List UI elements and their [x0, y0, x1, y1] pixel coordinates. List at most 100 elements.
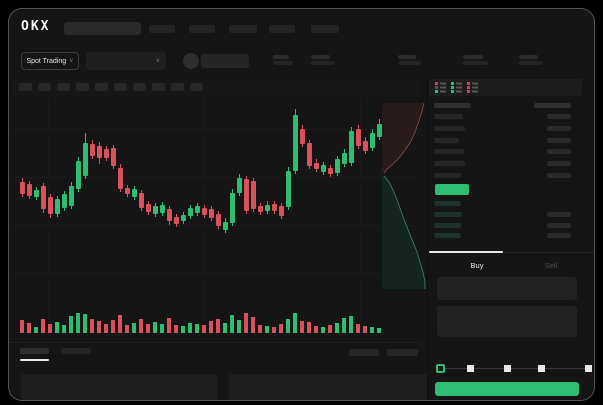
orderbook-bids-icon[interactable] [451, 82, 462, 93]
timeframe-button[interactable] [171, 83, 184, 91]
volume-bar [181, 326, 185, 333]
volume-bar [356, 324, 360, 333]
ask-amount-placeholder[interactable] [547, 126, 571, 131]
timeframe-button[interactable] [152, 83, 165, 91]
candle-body [160, 205, 165, 213]
candle-body [300, 129, 305, 144]
candle-body [237, 178, 242, 193]
nav-item[interactable] [189, 25, 215, 33]
volume-bar [188, 323, 192, 333]
volume-bar [286, 319, 290, 333]
candle-body [377, 124, 382, 137]
candle-body [27, 184, 32, 196]
bid-amount-placeholder[interactable] [547, 233, 571, 238]
timeframe-button[interactable] [76, 83, 89, 91]
ask-amount-placeholder[interactable] [547, 161, 571, 166]
stat-value-placeholder [463, 61, 488, 65]
volume-bar [307, 322, 311, 333]
buy-button[interactable] [435, 382, 579, 396]
orderbook-asks-icon[interactable] [467, 82, 478, 93]
bid-amount-placeholder[interactable] [547, 223, 571, 228]
bid-price-placeholder[interactable] [434, 233, 461, 238]
timeframe-button[interactable] [133, 83, 146, 91]
price-input[interactable] [437, 277, 577, 300]
bid-price-placeholder[interactable] [434, 223, 461, 228]
slider-stop[interactable] [585, 365, 592, 372]
bottom-tab[interactable] [61, 348, 91, 354]
coin-avatar[interactable] [183, 53, 199, 69]
slider-handle[interactable] [436, 364, 445, 373]
candle-body [41, 186, 46, 209]
candle-body [167, 209, 172, 221]
nav-item[interactable] [149, 25, 175, 33]
toolbar-strip [13, 79, 421, 97]
bid-amount-placeholder[interactable] [547, 212, 571, 217]
volume-bar [167, 318, 171, 333]
nav-item[interactable] [229, 25, 257, 33]
slider-track[interactable] [437, 368, 589, 369]
timeframe-button[interactable] [114, 83, 127, 91]
slider-stop[interactable] [467, 365, 474, 372]
ask-price-placeholder[interactable] [434, 138, 459, 143]
candle-body [83, 143, 88, 176]
volume-bar [349, 316, 353, 333]
timeframe-button[interactable] [38, 83, 51, 91]
volume-bar [125, 325, 129, 333]
candle-body [139, 193, 144, 208]
bid-price-placeholder[interactable] [434, 201, 461, 206]
ask-amount-placeholder[interactable] [547, 114, 571, 119]
ask-price-placeholder[interactable] [434, 161, 465, 166]
volume-bar [34, 327, 38, 333]
nav-item[interactable] [269, 25, 295, 33]
history-panel-placeholder [229, 374, 428, 400]
ask-price-placeholder[interactable] [434, 149, 464, 154]
slider-stop[interactable] [504, 365, 511, 372]
section-divider [9, 342, 421, 343]
volume-bar [202, 325, 206, 333]
candle-body [349, 131, 354, 163]
timeframe-button[interactable] [19, 83, 32, 91]
market-type-dropdown[interactable]: Spot Trading ∨ [21, 52, 79, 70]
volume-bar [300, 321, 304, 333]
bid-price-placeholder[interactable] [434, 212, 462, 217]
volume-bar [230, 315, 234, 333]
ask-price-placeholder[interactable] [434, 173, 461, 178]
bottom-tab-indicator [20, 359, 49, 361]
pair-dropdown[interactable]: ∨ [86, 52, 166, 70]
candle-body [153, 206, 158, 214]
orderbook-mode-bar [429, 79, 582, 96]
timeframe-button[interactable] [190, 83, 203, 91]
volume-bar [321, 327, 325, 333]
ask-amount-placeholder[interactable] [547, 173, 571, 178]
search-input[interactable] [64, 22, 141, 35]
ask-amount-placeholder[interactable] [547, 138, 571, 143]
candle-body [370, 133, 375, 148]
volume-bar [118, 315, 122, 333]
bottom-action-button[interactable] [387, 349, 418, 356]
bottom-action-button[interactable] [349, 349, 379, 356]
nav-item[interactable] [311, 25, 339, 33]
volume-bar [370, 327, 374, 333]
timeframe-button[interactable] [57, 83, 70, 91]
chevron-down-icon: ∨ [69, 58, 74, 64]
candle-body [335, 159, 340, 173]
candle-body [356, 129, 361, 146]
okx-logo: OKX [21, 19, 51, 34]
ask-amount-placeholder[interactable] [547, 149, 571, 154]
slider-stop[interactable] [538, 365, 545, 372]
timeframe-button[interactable] [95, 83, 108, 91]
orderbook-last-price[interactable] [435, 184, 469, 195]
ask-price-placeholder[interactable] [434, 114, 463, 119]
tab-buy[interactable]: Buy [470, 261, 484, 270]
candle-body [90, 144, 95, 156]
bottom-tab-active[interactable] [20, 348, 49, 354]
trade-tabs: Buy Sell [429, 251, 594, 277]
tab-sell[interactable]: Sell [544, 261, 558, 270]
stat-label-placeholder [311, 55, 330, 59]
volume-bar [97, 321, 101, 333]
candle-body [20, 182, 25, 194]
gridline-v [360, 97, 361, 333]
orderbook-combined-icon[interactable] [435, 82, 446, 93]
amount-input[interactable] [437, 306, 577, 337]
ask-price-placeholder[interactable] [434, 126, 465, 131]
